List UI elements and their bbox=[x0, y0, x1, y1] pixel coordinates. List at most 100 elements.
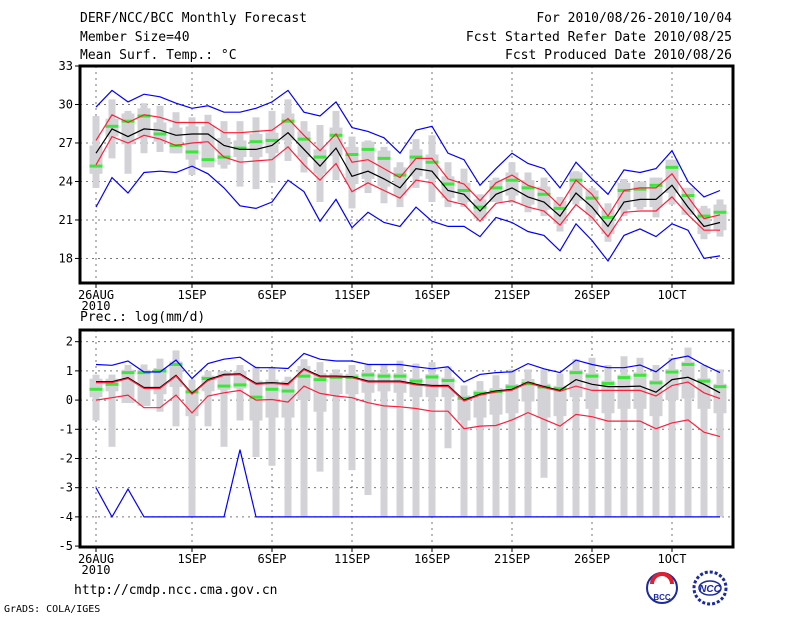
member-range-bar bbox=[172, 350, 180, 427]
member-range-bar bbox=[620, 356, 628, 517]
y-tick-label: -1 bbox=[59, 422, 73, 436]
median-marker bbox=[153, 369, 167, 373]
member-range-bar bbox=[636, 357, 644, 517]
member-range-bar bbox=[524, 369, 532, 517]
member-range-bar bbox=[364, 365, 372, 495]
x-tick-label: 1OCT bbox=[658, 288, 687, 302]
median-marker bbox=[137, 371, 151, 375]
interquartile-box bbox=[665, 159, 679, 194]
median-marker bbox=[201, 376, 215, 380]
member-range-bar bbox=[108, 374, 116, 447]
interquartile-box bbox=[553, 385, 567, 417]
member-range-bar bbox=[204, 370, 212, 427]
median-marker bbox=[313, 378, 327, 382]
median-marker bbox=[361, 373, 375, 377]
median-marker bbox=[505, 178, 519, 182]
interquartile-box bbox=[89, 145, 103, 174]
median-marker bbox=[169, 362, 183, 366]
member-range-bar bbox=[588, 357, 596, 517]
median-marker bbox=[473, 391, 487, 395]
interquartile-box bbox=[649, 379, 663, 417]
x-tick-label: 11SEP bbox=[334, 288, 370, 302]
member-range-bar bbox=[444, 366, 452, 449]
median-marker bbox=[665, 370, 679, 374]
forecast-start-date: Fcst Started Refer Date 2010/08/25 bbox=[465, 30, 732, 45]
median-marker bbox=[281, 389, 295, 393]
y-tick-label: -4 bbox=[59, 510, 73, 524]
interquartile-box bbox=[713, 204, 727, 231]
interquartile-box bbox=[265, 379, 279, 418]
interquartile-box bbox=[153, 122, 167, 142]
median-marker bbox=[633, 373, 647, 377]
precipitation-panel: 2 1 0 -1 -2 -3 -4 -5 26AUG 1SEP 6SEP 11SEP 16SEP 21SE… bbox=[59, 328, 735, 577]
median-marker bbox=[521, 186, 535, 190]
median-marker bbox=[441, 379, 455, 383]
interquartile-box bbox=[537, 186, 551, 210]
interquartile-box bbox=[473, 199, 487, 219]
x-tick-label: 21SEP bbox=[494, 552, 530, 566]
interquartile-box bbox=[585, 373, 599, 409]
spread-upper-line bbox=[95, 114, 721, 220]
median-marker bbox=[713, 385, 727, 389]
member-range-bar bbox=[540, 369, 548, 478]
y-tick-label: 21 bbox=[59, 213, 73, 227]
median-marker bbox=[361, 147, 375, 151]
member-range-bar bbox=[460, 385, 468, 517]
interquartile-box bbox=[601, 209, 615, 235]
median-marker bbox=[153, 132, 167, 136]
interquartile-box bbox=[297, 365, 311, 401]
member-range-bar bbox=[236, 365, 244, 421]
median-marker bbox=[537, 192, 551, 196]
temperature-panel: 33 30 27 24 21 18 26AUG 1SEP 6SEP 11SEP 16SEP 21SEP… bbox=[59, 59, 735, 313]
median-marker bbox=[393, 374, 407, 378]
median-marker bbox=[233, 383, 247, 387]
interquartile-box bbox=[137, 108, 151, 137]
median-marker bbox=[457, 188, 471, 192]
median-marker bbox=[201, 158, 215, 162]
member-range-bar bbox=[300, 359, 308, 517]
median-marker bbox=[297, 137, 311, 141]
ensemble-mean-line bbox=[96, 368, 721, 401]
member-range-bar bbox=[492, 375, 500, 517]
member-range-bar bbox=[396, 360, 404, 517]
median-marker bbox=[393, 173, 407, 177]
interquartile-box bbox=[617, 374, 631, 409]
median-marker bbox=[185, 150, 199, 154]
median-marker bbox=[601, 381, 615, 385]
median-marker bbox=[105, 124, 119, 128]
interquartile-box bbox=[313, 373, 327, 412]
median-marker bbox=[441, 182, 455, 186]
y-tick-label: -5 bbox=[59, 539, 73, 553]
x-tick-label: 6SEP bbox=[258, 288, 287, 302]
median-marker bbox=[585, 374, 599, 378]
median-marker bbox=[345, 153, 359, 157]
median-marker bbox=[265, 138, 279, 142]
median-marker bbox=[553, 387, 567, 391]
median-marker bbox=[569, 371, 583, 375]
member-range-bar bbox=[572, 359, 580, 517]
median-marker bbox=[489, 186, 503, 190]
member-range-bar bbox=[716, 369, 724, 517]
forecast-period: For 2010/08/26-2010/10/04 bbox=[536, 11, 732, 26]
interquartile-box bbox=[553, 200, 567, 224]
x-tick-label: 6SEP bbox=[258, 552, 287, 566]
y-tick-label: 24 bbox=[59, 174, 73, 188]
member-max-line bbox=[95, 352, 721, 383]
median-marker bbox=[377, 374, 391, 378]
y-tick-label: 1 bbox=[66, 364, 73, 378]
median-marker bbox=[249, 140, 263, 144]
interquartile-box bbox=[425, 154, 439, 179]
member-range-bar bbox=[684, 347, 692, 517]
source-url[interactable]: http://cmdp.ncc.cma.gov.cn bbox=[74, 583, 278, 598]
member-range-bar bbox=[556, 373, 564, 517]
interquartile-box bbox=[457, 395, 471, 421]
median-marker bbox=[425, 375, 439, 379]
member-range-bar bbox=[700, 365, 708, 517]
median-marker bbox=[681, 194, 695, 198]
member-min-line bbox=[95, 165, 721, 263]
interquartile-box bbox=[121, 113, 135, 145]
median-marker bbox=[633, 187, 647, 191]
y-tick-label: 0 bbox=[66, 393, 73, 407]
interquartile-box bbox=[265, 132, 279, 154]
median-marker bbox=[697, 214, 711, 218]
